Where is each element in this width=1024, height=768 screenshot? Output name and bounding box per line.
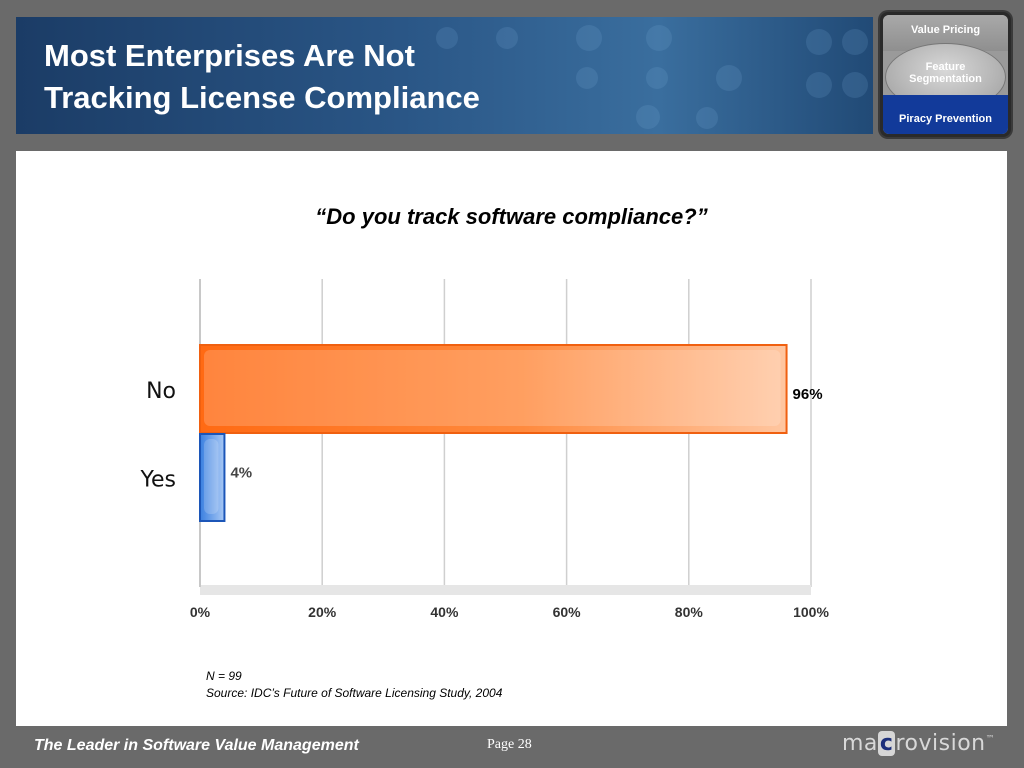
x-tick-label: 100% <box>793 604 829 620</box>
page-number: Page 28 <box>487 737 532 752</box>
nav-item-feature-segmentation[interactable]: Feature Segmentation <box>909 61 982 85</box>
chart-bars <box>199 344 788 522</box>
nav-item-piracy-prevention[interactable]: Piracy Prevention <box>883 95 1008 134</box>
title-line-1: Most Enterprises Are Not <box>44 38 415 73</box>
category-label-yes: Yes <box>139 468 176 493</box>
logo-text-c: c <box>877 731 896 756</box>
bar-chart: 0% 20% 40% 60% 80% 100% No 96% Yes 4% <box>139 279 829 620</box>
x-tick-label: 0% <box>190 604 211 620</box>
logo-text-b: rovision <box>895 731 986 756</box>
data-label-yes: 4% <box>230 465 252 482</box>
chart-labels: 0% 20% 40% 60% 80% 100% No 96% Yes 4% <box>139 379 829 620</box>
x-tick-label: 80% <box>675 604 704 620</box>
macrovision-logo: macrovision™ <box>842 731 995 756</box>
bar-highlight <box>204 439 219 514</box>
logo-text-a: ma <box>842 731 878 756</box>
chart-gridlines <box>199 279 812 595</box>
footer-tagline: The Leader in Software Value Management <box>34 737 359 754</box>
x-tick-label: 60% <box>553 604 582 620</box>
category-label-no: No <box>146 379 176 404</box>
logo-trademark: ™ <box>985 734 996 745</box>
content-panel: “Do you track software compliance?” 0% 20… <box>16 151 1007 726</box>
chart-title: “Do you track software compliance?” <box>315 204 708 229</box>
x-axis-band <box>200 585 811 595</box>
x-tick-label: 40% <box>430 604 459 620</box>
source-note: Source: IDC’s Future of Software Licensi… <box>206 686 503 700</box>
bar-highlight <box>204 350 781 426</box>
bar-no <box>199 344 788 434</box>
title-line-2: Tracking License Compliance <box>44 80 480 115</box>
section-navigator: Value Pricing Piracy Prevention Feature … <box>880 12 1011 137</box>
title-banner: Most Enterprises Are Not Tracking Licens… <box>16 17 873 134</box>
x-tick-label: 20% <box>308 604 337 620</box>
sample-size-note: N = 99 <box>206 669 242 683</box>
page-title: Most Enterprises Are Not Tracking Licens… <box>44 35 480 119</box>
data-label-no: 96% <box>793 386 823 403</box>
bar-yes <box>199 433 226 522</box>
